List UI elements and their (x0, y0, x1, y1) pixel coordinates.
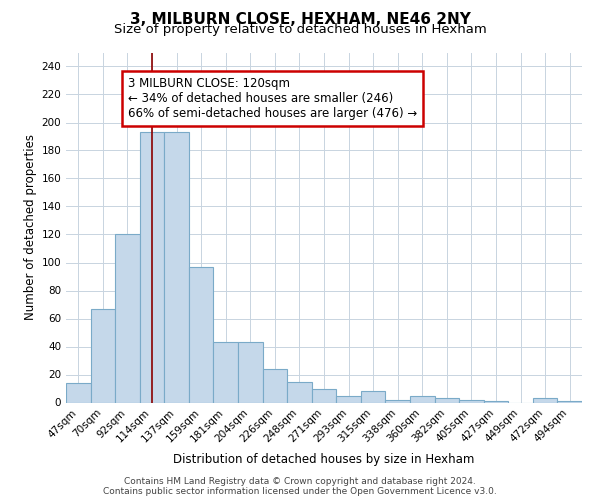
Bar (533, 398, 557, 402)
Bar (459, 400, 484, 402)
Y-axis label: Number of detached properties: Number of detached properties (24, 134, 37, 320)
Bar (361, 392, 385, 402)
Bar (312, 388, 336, 402)
Bar (66, 383, 91, 402)
Bar (91, 308, 115, 402)
Bar (484, 401, 508, 402)
Bar (140, 132, 164, 402)
Bar (214, 342, 238, 402)
Bar (164, 132, 189, 402)
Text: Contains HM Land Registry data © Crown copyright and database right 2024.
Contai: Contains HM Land Registry data © Crown c… (103, 476, 497, 496)
Bar (115, 234, 140, 402)
Bar (238, 342, 263, 402)
Bar (434, 398, 459, 402)
X-axis label: Distribution of detached houses by size in Hexham: Distribution of detached houses by size … (173, 452, 475, 466)
Bar (385, 400, 410, 402)
Bar (336, 396, 361, 402)
Bar (287, 382, 312, 402)
Text: 3, MILBURN CLOSE, HEXHAM, NE46 2NY: 3, MILBURN CLOSE, HEXHAM, NE46 2NY (130, 12, 470, 28)
Bar (189, 266, 214, 402)
Bar (263, 369, 287, 402)
Bar (557, 401, 582, 402)
Text: 3 MILBURN CLOSE: 120sqm
← 34% of detached houses are smaller (246)
66% of semi-d: 3 MILBURN CLOSE: 120sqm ← 34% of detache… (128, 77, 417, 120)
Text: Size of property relative to detached houses in Hexham: Size of property relative to detached ho… (113, 22, 487, 36)
Bar (410, 396, 434, 402)
